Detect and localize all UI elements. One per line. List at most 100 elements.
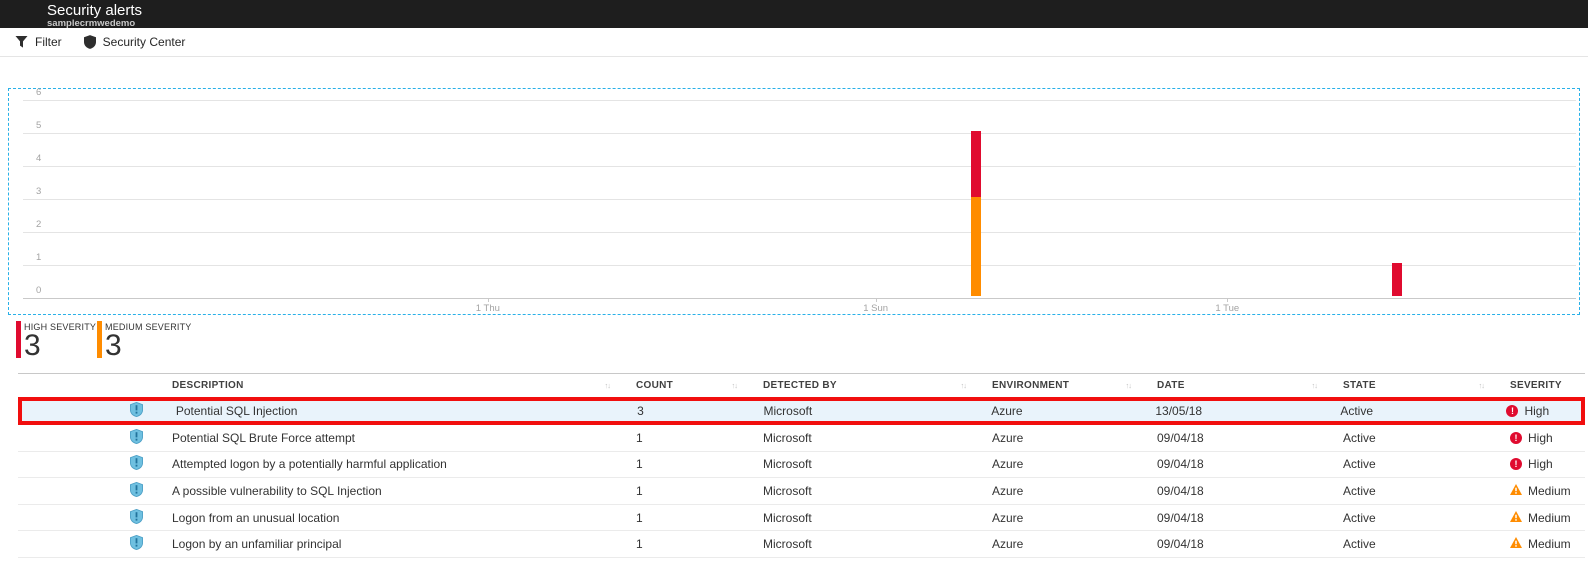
table-body: Potential SQL Injection 3 Microsoft Azure 13… [18,397,1585,558]
x-axis-tick-label: 1 Tue [1215,303,1240,314]
severity-stat[interactable]: HIGH SEVERITY 3 [16,321,97,362]
column-header-label: STATE [1343,380,1376,391]
x-axis-tick-label: 1 Thu [475,303,500,314]
severity-stat[interactable]: MEDIUM SEVERITY 3 [97,321,192,362]
alert-icon-cell [18,425,154,451]
chart-gridline [23,232,1576,233]
column-header-count[interactable]: COUNT ↑↓ [618,374,745,397]
chart-gridline [23,166,1576,167]
severity-label: Medium [1528,537,1571,552]
column-header-icon [18,374,154,397]
sort-icon[interactable]: ↑↓ [1311,380,1318,390]
detected-by-cell: Microsoft [763,510,812,525]
column-header-date[interactable]: DATE ↑↓ [1139,374,1325,397]
column-header-label: COUNT [636,380,674,391]
bar-segment [1391,263,1402,296]
filter-icon [15,36,28,48]
description-cell: Logon from an unusual location [172,510,340,525]
error-circle-icon: ! [1510,431,1522,444]
state-cell: Active [1340,404,1374,418]
severity-cell: Medium [1492,531,1585,557]
alert-icon-cell [18,452,154,478]
column-header-detected-by[interactable]: DETECTED BY ↑↓ [745,374,974,397]
alert-shield-icon [130,455,143,473]
page-title: Security alerts [47,2,143,19]
state-cell: Active [1343,510,1376,525]
table-row[interactable]: A possible vulnerability to SQL Injectio… [18,478,1585,505]
description-cell: Attempted logon by a potentially harmful… [172,457,447,472]
severity-badge: Medium [1510,483,1571,498]
severity-stat-value: 3 [24,329,41,362]
filter-button[interactable]: Filter [15,35,62,49]
y-axis-tick-label: 4 [36,153,42,164]
count-cell: 1 [636,537,643,552]
table-row[interactable]: Potential SQL Brute Force attempt 1 Micros… [18,425,1585,452]
date-cell: 13/05/18 [1155,404,1203,418]
column-header-environment[interactable]: ENVIRONMENT ↑↓ [974,374,1139,397]
alerts-over-time-chart[interactable]: 6 5 4 3 2 1 0 1 Thu 1 Sun 1 Tue [8,87,1580,315]
severity-stat-label: MEDIUM SEVERITY [105,322,192,332]
detected-by-cell: Microsoft [763,404,813,418]
table-row[interactable]: Attempted logon by a potentially harmful… [18,451,1585,479]
y-axis-tick-label: 0 [36,285,42,296]
severity-label: Medium [1528,510,1571,525]
date-cell: 09/04/18 [1157,537,1204,552]
sort-icon[interactable]: ↑↓ [1125,380,1132,390]
severity-label: High [1524,404,1550,418]
date-cell: 09/04/18 [1157,457,1204,472]
alert-icon-cell [18,531,154,557]
severity-badge: Medium [1510,537,1571,551]
state-cell: Active [1343,430,1376,445]
environment-cell: Azure [992,537,1024,552]
y-axis-tick-label: 2 [36,219,42,230]
sort-icon[interactable]: ↑↓ [1478,380,1485,390]
severity-stat-label: HIGH SEVERITY [24,322,97,332]
table-header: DESCRIPTION ↑↓ COUNT ↑↓ DETECTED BY ↑↓ ENVIRON… [18,373,1585,397]
environment-cell: Azure [992,457,1024,472]
alert-shield-icon [130,508,143,527]
shield-icon [83,35,96,49]
warning-triangle-icon [1510,483,1522,498]
severity-badge: ! High [1506,404,1549,418]
detected-by-cell: Microsoft [763,483,812,498]
x-axis-tick [1227,298,1229,302]
stacked-bar [971,131,982,296]
severity-stat-value: 3 [105,329,122,362]
warning-triangle-icon [1510,537,1522,551]
description-cell: Logon by an unfamiliar principal [172,537,342,552]
table-row[interactable]: Logon by an unfamiliar principal 1 Microso… [18,531,1585,558]
column-header-state[interactable]: STATE ↑↓ [1325,374,1492,397]
command-bar: Filter Security Center [0,28,1588,57]
column-header-label: DETECTED BY [763,380,837,391]
sort-icon[interactable]: ↑↓ [960,380,967,390]
column-header-severity: SEVERITY [1492,374,1585,397]
severity-badge: ! High [1510,457,1553,471]
severity-label: Medium [1528,483,1571,498]
alert-shield-icon [130,481,143,500]
severity-cell: Medium [1492,505,1585,531]
severity-cell: Medium [1492,478,1585,504]
detected-by-cell: Microsoft [763,430,812,445]
stacked-bar [1391,263,1402,296]
warning-triangle-icon [1510,510,1522,525]
date-cell: 09/04/18 [1157,483,1204,498]
sort-icon[interactable]: ↑↓ [731,380,738,390]
severity-badge: ! High [1510,431,1553,445]
state-cell: Active [1343,483,1376,498]
security-center-button[interactable]: Security Center [83,35,185,49]
table-row[interactable]: Logon from an unusual location 1 Microsoft… [18,504,1585,532]
chart-gridline [23,100,1576,101]
count-cell: 1 [636,483,643,498]
error-circle-icon: ! [1506,405,1519,417]
severity-cell: ! High [1492,425,1585,451]
column-header-label: DESCRIPTION [172,380,244,391]
alert-shield-icon [130,428,143,447]
filter-button-label: Filter [35,35,62,49]
alert-shield-icon [130,401,143,420]
severity-cell: ! High [1492,452,1585,478]
table-row[interactable]: Potential SQL Injection 3 Microsoft Azure 13… [18,397,1585,425]
column-header-description[interactable]: DESCRIPTION ↑↓ [154,374,618,397]
severity-badge: Medium [1510,510,1571,525]
sort-icon[interactable]: ↑↓ [604,380,611,390]
